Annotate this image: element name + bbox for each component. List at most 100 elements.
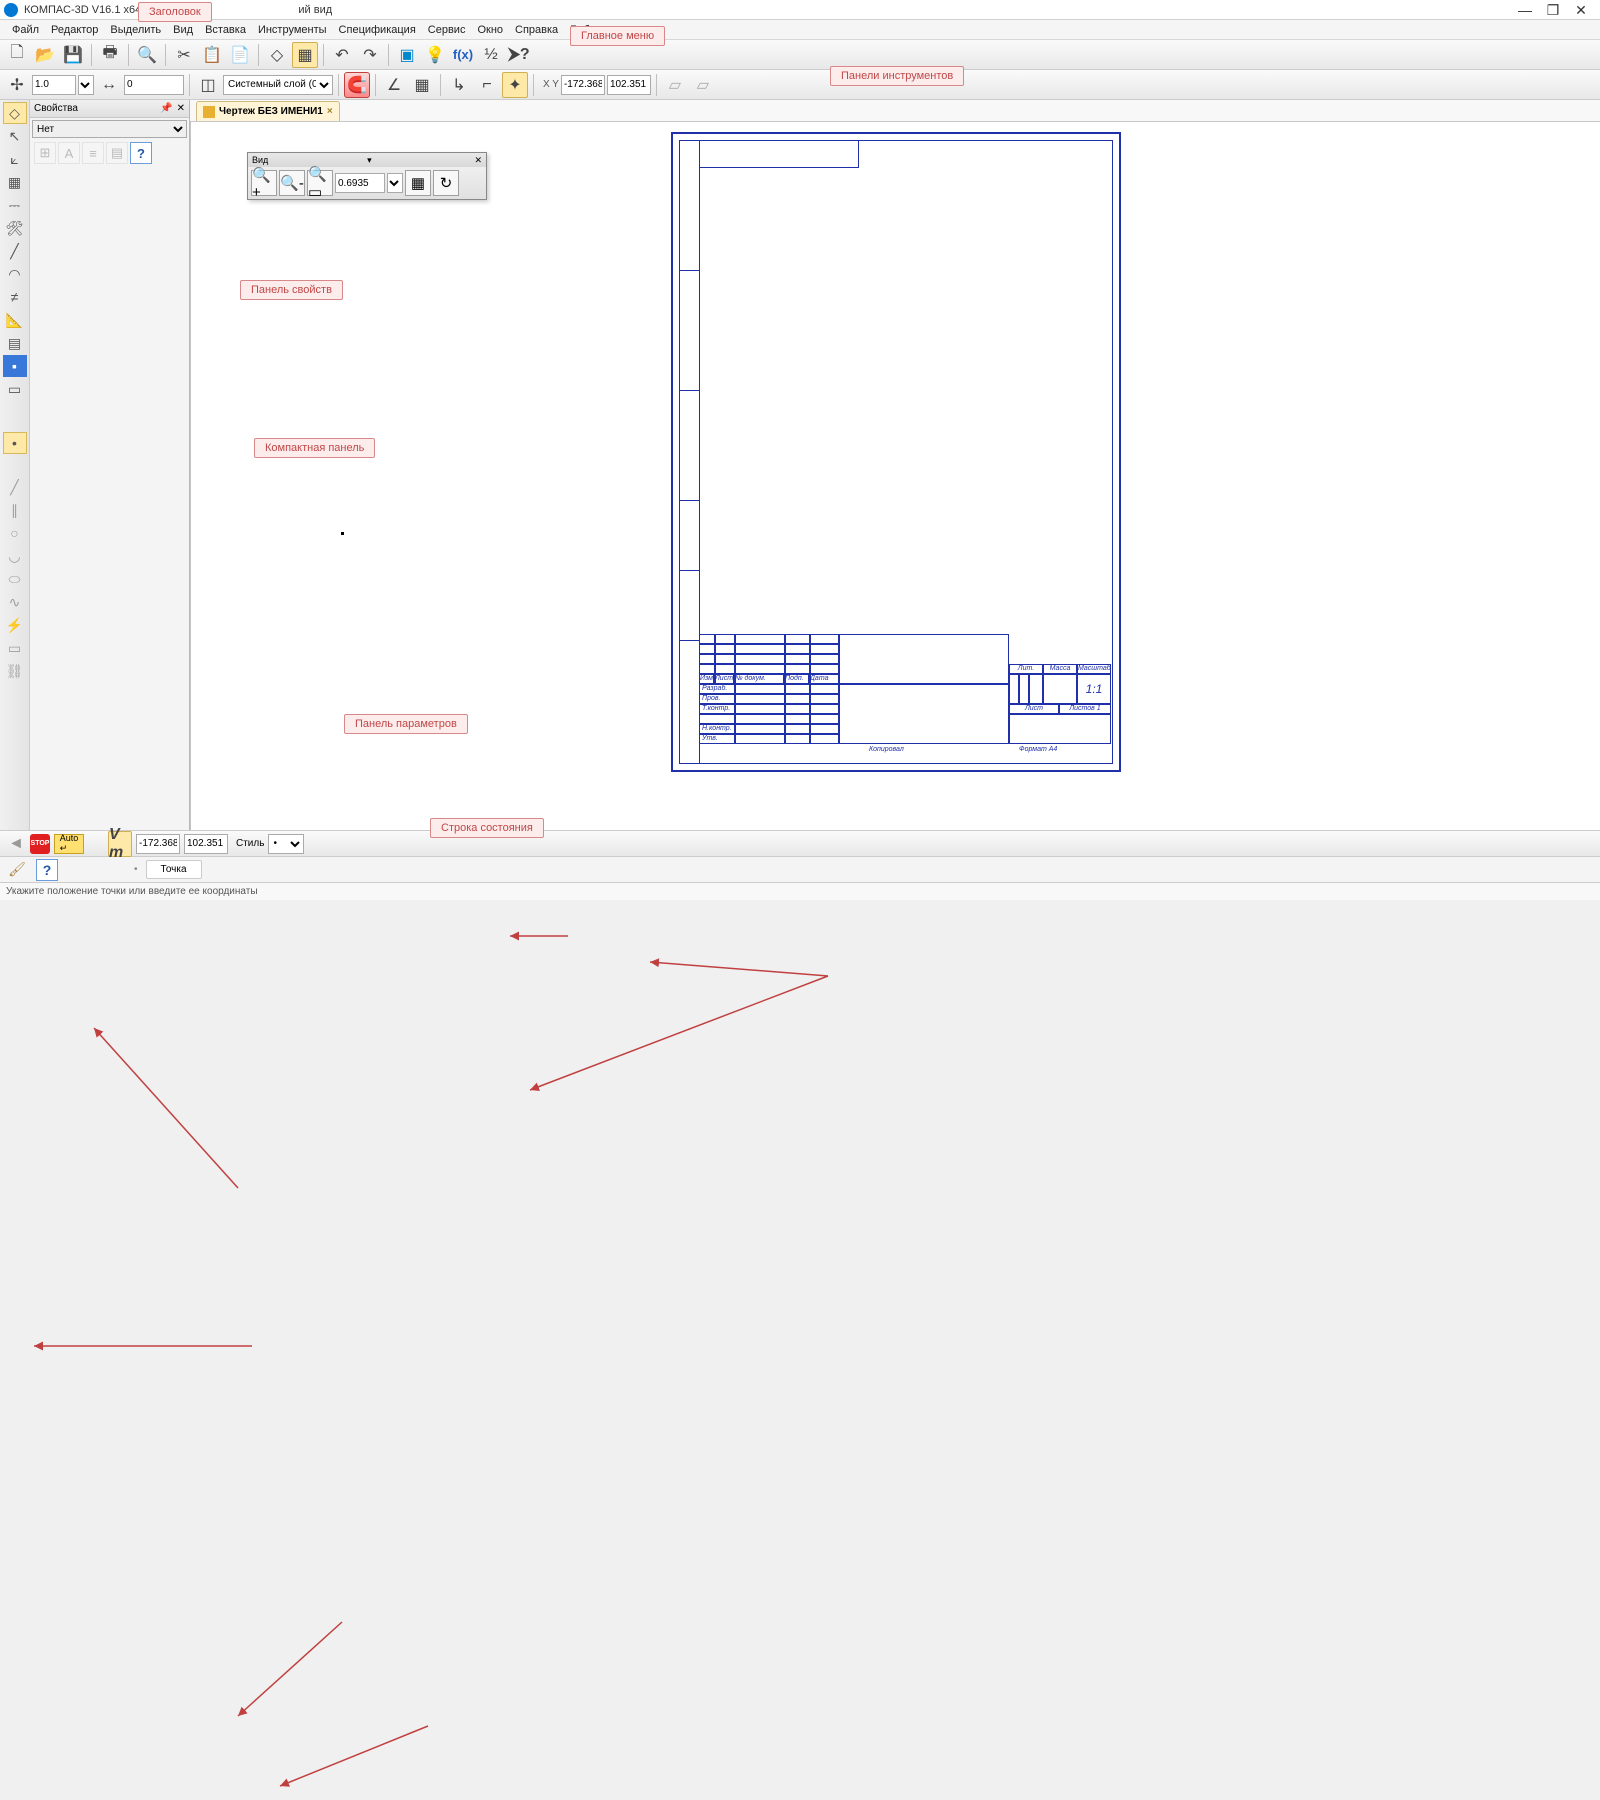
save-icon[interactable]: 💾 bbox=[60, 42, 86, 68]
menu-insert[interactable]: Вставка bbox=[199, 22, 252, 38]
props-tool-3[interactable]: ≡ bbox=[82, 142, 104, 164]
menu-view[interactable]: Вид bbox=[167, 22, 199, 38]
zoom-value-input[interactable] bbox=[335, 173, 385, 193]
coord-y-input[interactable] bbox=[607, 75, 651, 95]
magnet-icon[interactable]: 🧲 bbox=[344, 72, 370, 98]
maximize-button[interactable]: ❐ bbox=[1546, 3, 1560, 17]
menu-edit[interactable]: Редактор bbox=[45, 22, 104, 38]
xy-axis-icon[interactable]: ↳ bbox=[446, 72, 472, 98]
help-icon[interactable]: ? bbox=[36, 859, 58, 881]
cut-icon[interactable]: ✂ bbox=[171, 42, 197, 68]
doc-tab-close-icon[interactable]: × bbox=[327, 106, 333, 117]
layer-select[interactable]: Системный слой (0) bbox=[223, 75, 333, 95]
cp-chain-icon[interactable]: ⛓ bbox=[3, 660, 27, 682]
props-help-icon[interactable]: ? bbox=[130, 142, 152, 164]
coord-mode-icon[interactable]: V т bbox=[108, 831, 132, 857]
cp-rect-icon[interactable]: ▭ bbox=[3, 637, 27, 659]
zoom-fit-icon[interactable]: 🔍▭ bbox=[307, 170, 333, 196]
cp-spline-icon[interactable]: ∿ bbox=[3, 591, 27, 613]
cp-para-icon[interactable]: ≠ bbox=[3, 286, 27, 308]
paste-icon[interactable]: 📄 bbox=[227, 42, 253, 68]
cp-parallel-icon[interactable]: ∥ bbox=[3, 499, 27, 521]
menu-service[interactable]: Сервис bbox=[422, 22, 472, 38]
offset-icon[interactable]: ↔ bbox=[96, 72, 122, 98]
view-toolbar[interactable]: Вид ▾ ✕ 🔍+ 🔍- 🔍▭ ▦ ↻ bbox=[247, 152, 487, 200]
print-icon[interactable]: 🖶 bbox=[97, 42, 123, 68]
ortho-icon[interactable]: ⌐ bbox=[474, 72, 500, 98]
menu-spec[interactable]: Спецификация bbox=[333, 22, 422, 38]
tool-extra-1-icon[interactable]: ▱ bbox=[662, 72, 688, 98]
close-button[interactable]: ✕ bbox=[1574, 3, 1588, 17]
minimize-button[interactable]: — bbox=[1518, 3, 1532, 17]
cp-cursor-icon[interactable]: ↖ bbox=[3, 125, 27, 147]
zoom-in-icon[interactable]: 🔍+ bbox=[251, 170, 277, 196]
snap-origin-icon[interactable]: ✢ bbox=[4, 72, 30, 98]
param-back-icon[interactable]: ◄ bbox=[6, 831, 26, 857]
manager-icon[interactable]: ▣ bbox=[394, 42, 420, 68]
bottom-tab-point[interactable]: Точка bbox=[146, 860, 202, 879]
zoom-dropdown[interactable] bbox=[387, 173, 403, 193]
cp-ellipse-icon[interactable]: ⬭ bbox=[3, 568, 27, 590]
pin-icon[interactable]: 📌 bbox=[160, 103, 172, 114]
menu-tools[interactable]: Инструменты bbox=[252, 22, 333, 38]
scale-dropdown[interactable] bbox=[78, 75, 94, 95]
redo-icon[interactable]: ↷ bbox=[357, 42, 383, 68]
menu-window[interactable]: Окно bbox=[471, 22, 509, 38]
cp-dimension-icon[interactable]: ⟀ bbox=[3, 148, 27, 170]
cp-segment-icon[interactable]: ╱ bbox=[3, 476, 27, 498]
scale-input[interactable] bbox=[32, 75, 76, 95]
grid-icon[interactable]: ▦ bbox=[292, 42, 318, 68]
cp-blue-icon[interactable]: ▪ bbox=[3, 355, 27, 377]
auto-button[interactable]: Auto↵ bbox=[54, 834, 84, 854]
cp-point-icon[interactable]: • bbox=[3, 432, 27, 454]
document-tab[interactable]: Чертеж БЕЗ ИМЕНИ1 × bbox=[196, 101, 340, 121]
cp-table-icon[interactable]: ▤ bbox=[3, 332, 27, 354]
cp-geometry-icon[interactable]: ◇ bbox=[3, 102, 27, 124]
props-tool-2[interactable]: A bbox=[58, 142, 80, 164]
cp-arc2-icon[interactable]: ◡ bbox=[3, 545, 27, 567]
eraser-icon[interactable]: ◇ bbox=[264, 42, 290, 68]
menu-select[interactable]: Выделить bbox=[104, 22, 167, 38]
cp-edit-icon[interactable]: 🛠 bbox=[3, 217, 27, 239]
cp-report-icon[interactable]: ▭ bbox=[3, 378, 27, 400]
stop-button[interactable]: STOP bbox=[30, 834, 50, 854]
props-dropdown[interactable]: Нет bbox=[32, 120, 187, 138]
open-file-icon[interactable]: 📂 bbox=[32, 42, 58, 68]
coord-x-input[interactable] bbox=[561, 75, 605, 95]
cp-measure-icon[interactable]: 📐 bbox=[3, 309, 27, 331]
view-toolbar-pin-icon[interactable]: ▾ bbox=[367, 155, 372, 166]
view-refresh-icon[interactable]: ↻ bbox=[433, 170, 459, 196]
new-file-icon[interactable]: 🗋 bbox=[4, 42, 30, 68]
snap-mode-icon[interactable]: ✦ bbox=[502, 72, 528, 98]
angle-icon[interactable]: ∠ bbox=[381, 72, 407, 98]
cp-text-icon[interactable]: ⎓ bbox=[3, 194, 27, 216]
cp-circle-icon[interactable]: ○ bbox=[3, 522, 27, 544]
props-tool-4[interactable]: ▤ bbox=[106, 142, 128, 164]
menu-help[interactable]: Справка bbox=[509, 22, 564, 38]
zoom-out-icon[interactable]: 🔍- bbox=[279, 170, 305, 196]
props-close-icon[interactable]: ✕ bbox=[177, 103, 185, 114]
view-toolbar-header[interactable]: Вид ▾ ✕ bbox=[248, 153, 486, 167]
cp-hatch-icon[interactable]: ▦ bbox=[3, 171, 27, 193]
cp-line-icon[interactable]: ╱ bbox=[3, 240, 27, 262]
preview-icon[interactable]: 🔍 bbox=[134, 42, 160, 68]
tool-extra-2-icon[interactable]: ▱ bbox=[690, 72, 716, 98]
cp-arc-icon[interactable]: ◠ bbox=[3, 263, 27, 285]
view-grid-icon[interactable]: ▦ bbox=[405, 170, 431, 196]
function-icon[interactable]: f(x) bbox=[450, 42, 476, 68]
variables-icon[interactable]: 💡 bbox=[422, 42, 448, 68]
undo-icon[interactable]: ↶ bbox=[329, 42, 355, 68]
param-y-input[interactable] bbox=[184, 834, 228, 854]
layer-icon[interactable]: ◫ bbox=[195, 72, 221, 98]
calc-icon[interactable]: ½ bbox=[478, 42, 504, 68]
props-tool-1[interactable]: ⊞ bbox=[34, 142, 56, 164]
hash-grid-icon[interactable]: ▦ bbox=[409, 72, 435, 98]
style-select[interactable]: • bbox=[268, 834, 304, 854]
view-toolbar-close-icon[interactable]: ✕ bbox=[474, 155, 482, 166]
brush-icon[interactable]: 🖌 bbox=[6, 859, 28, 881]
context-help-icon[interactable]: ⮞? bbox=[506, 42, 532, 68]
param-x-input[interactable] bbox=[136, 834, 180, 854]
offset-input[interactable] bbox=[124, 75, 184, 95]
cp-bolt-icon[interactable]: ⚡ bbox=[3, 614, 27, 636]
copy-icon[interactable]: 📋 bbox=[199, 42, 225, 68]
